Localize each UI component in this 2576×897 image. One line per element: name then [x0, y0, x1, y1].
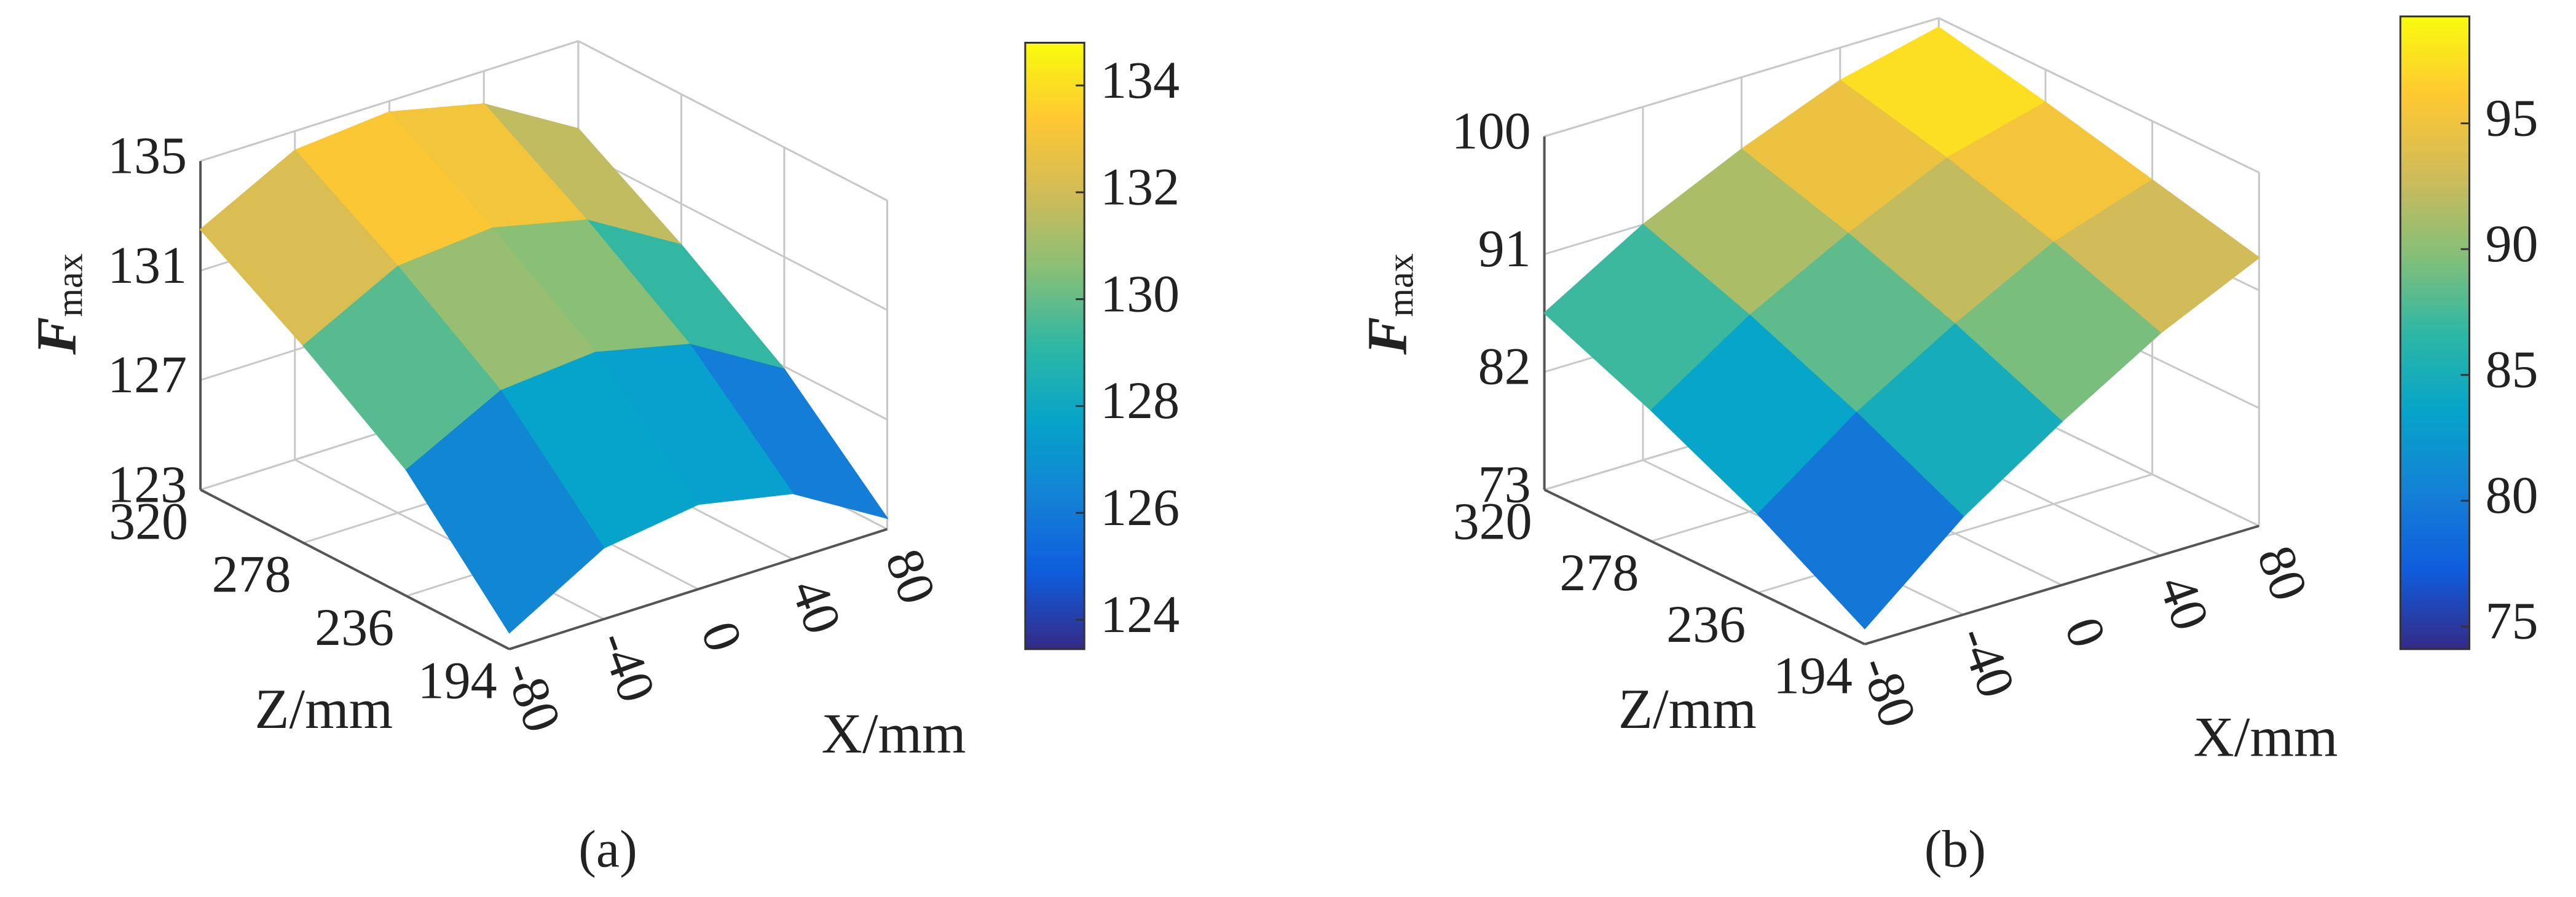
z-axis-label: Fmax: [25, 253, 90, 355]
colorbar-tick-label: 132: [1100, 157, 1180, 216]
colorbar-tick-label: 128: [1100, 371, 1180, 430]
surface-patch: [405, 390, 605, 634]
colorbar: [2399, 15, 2471, 650]
y-axis: [1543, 488, 1865, 646]
z-label-subscript: max: [49, 253, 90, 317]
surface-patch: [1757, 411, 1964, 630]
panel: 73 82 91 100 194 236 278 320 -80 -40 0 40 80 Z/mm X/mm…: [1356, 15, 2539, 879]
colorbar: [1024, 41, 1085, 650]
colorbar-tick-label: 85: [2486, 340, 2539, 399]
y-tick-label: 320: [109, 491, 188, 550]
z-tick-label: 82: [1478, 337, 1531, 396]
x-axis: [509, 528, 888, 650]
y-tick-label: 194: [418, 651, 497, 710]
y-axis-label: Z/mm: [254, 678, 393, 740]
panel: 123 127 131 135 194 236 278 320 -80 -40 0 40 80 Z/mm X…: [25, 40, 1180, 879]
y-tick-label: 194: [1773, 646, 1853, 705]
z-label-symbol: F: [25, 317, 88, 355]
z-label-subscript: max: [1380, 253, 1420, 317]
x-tick-label: 0: [690, 614, 754, 658]
x-tick-label: 0: [2054, 610, 2118, 655]
x-tick-label: 40: [2148, 567, 2221, 638]
x-tick-label: 80: [874, 542, 948, 612]
colorbar-tick-label: 124: [1100, 585, 1180, 644]
x-axis-label: X/mm: [822, 702, 966, 765]
x-tick-label: -80: [494, 653, 573, 740]
y-tick-label: 278: [1559, 543, 1639, 602]
x-axis: [1864, 524, 2259, 646]
x-tick-label: 80: [2246, 538, 2320, 608]
z-tick-label: 127: [108, 345, 187, 404]
grid-line: [578, 149, 888, 311]
z-tick-label: 135: [108, 126, 187, 185]
x-tick-label: 40: [780, 571, 854, 641]
y-tick-label: 278: [212, 545, 291, 604]
y-axis-label: Z/mm: [1618, 678, 1757, 740]
z-label-symbol: F: [1356, 317, 1419, 355]
colorbar-tick-label: 126: [1100, 478, 1180, 537]
z-tick-label: 123: [108, 454, 187, 513]
z-tick-label: 100: [1452, 101, 1531, 160]
colorbar-tick-label: 90: [2486, 214, 2539, 273]
caption: (a): [578, 820, 637, 879]
y-tick-label: 236: [315, 598, 394, 657]
colorbar-tick-label: 80: [2486, 465, 2539, 524]
y-tick-label: 320: [1453, 491, 1532, 550]
y-tick-label: 236: [1666, 595, 1746, 654]
x-tick-label: -80: [1849, 648, 1928, 735]
box-edge: [1544, 17, 1939, 138]
x-tick-label: -40: [588, 623, 667, 710]
y-axis: [200, 488, 510, 650]
caption: (b): [1924, 820, 1986, 879]
colorbar-tick-label: 134: [1100, 50, 1180, 109]
x-axis-label: X/mm: [2193, 705, 2338, 768]
box-edge: [578, 40, 888, 202]
x-tick-label: -40: [1947, 618, 2027, 705]
z-tick-label: 73: [1478, 454, 1531, 513]
colorbar-tick-label: 95: [2486, 88, 2539, 147]
z-tick-label: 91: [1478, 219, 1531, 278]
colorbar-tick-label: 130: [1100, 264, 1180, 323]
box-edge: [1938, 17, 2260, 174]
box-edge: [200, 40, 579, 162]
z-axis-label: Fmax: [1356, 253, 1421, 355]
z-tick-label: 131: [108, 235, 187, 294]
colorbar-tick-label: 75: [2486, 591, 2539, 650]
